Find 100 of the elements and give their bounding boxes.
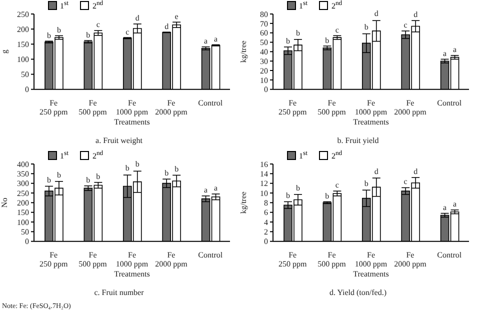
data-label: a [442, 48, 447, 58]
data-label: a [214, 184, 218, 193]
x-tick-label: Fe 2000 ppm [394, 98, 428, 116]
y-tick-label: 8 [264, 198, 268, 208]
y-tick-label: 30 [260, 56, 268, 66]
data-label: e [174, 12, 179, 21]
y-tick-label: 10 [260, 188, 268, 198]
data-label: c [96, 20, 100, 30]
data-label: b [296, 28, 300, 38]
x-tick-label: Fe 1000 ppm [354, 98, 388, 116]
data-label: c [335, 25, 340, 34]
y-tick-label: 400 [17, 160, 29, 169]
x-tick-label: Control [198, 98, 224, 108]
y-tick-label: 50 [21, 228, 29, 237]
y-tick-label: 0 [264, 85, 268, 94]
x-tick-label: Fe 500 ppm [78, 250, 108, 268]
y-tick-label: 100 [17, 55, 29, 64]
data-label: a [204, 36, 208, 46]
x-axis-title: Treatments [114, 269, 150, 278]
data-label: b [56, 170, 61, 180]
data-label: c [404, 177, 408, 186]
text: c. Fruit number [93, 288, 145, 297]
y-axis-title: No [0, 198, 9, 208]
legend-label: 2$^{nd}$ [331, 0, 342, 11]
y-tick-label: 20 [260, 66, 268, 76]
data-label: b [96, 172, 100, 181]
x-tick-label: Control [437, 98, 462, 108]
x-tick-label: Fe 2000 ppm [394, 250, 428, 268]
legend-label: 2$^{nd}$ [92, 150, 104, 161]
x-tick-label: Control [437, 250, 462, 260]
data-label: d [414, 10, 418, 19]
y-tick-label: 150 [17, 208, 29, 218]
x-tick-label: Fe 2000 ppm [155, 98, 188, 116]
y-tick-label: 50 [21, 70, 29, 80]
x-tick-label: Fe 500 ppm [318, 98, 347, 116]
y-tick-label: 0 [264, 237, 268, 246]
y-tick-label: 200 [17, 198, 29, 208]
y-tick-label: 150 [17, 40, 29, 49]
y-tick-label: 16 [260, 160, 268, 169]
text: a. Fruit weight [94, 136, 144, 145]
y-tick-label: 250 [17, 10, 29, 19]
x-tick-label: Fe 500 ppm [318, 250, 347, 268]
x-axis-title: Treatments [114, 117, 150, 126]
x-tick-label: Fe 250 ppm [39, 250, 68, 268]
y-tick-label: 4 [264, 218, 268, 227]
data-label: b [164, 168, 169, 178]
data-label: a [452, 200, 457, 209]
data-label: b [56, 25, 61, 34]
y-tick-label: 2 [264, 228, 268, 237]
legend-label: 2$^{nd}$ [331, 150, 342, 161]
data-label: c [126, 27, 130, 36]
data-label: b [364, 178, 368, 188]
legend-label: 1$^{st}$ [299, 150, 308, 161]
legend-label: 1$^{st}$ [60, 150, 68, 161]
data-label: a [452, 45, 457, 54]
data-label: b [135, 160, 140, 169]
text: d. Yield (ton/fed.) [328, 288, 388, 297]
data-label: b [174, 164, 179, 174]
y-axis-title: g [0, 50, 9, 54]
y-tick-label: 0 [25, 237, 29, 246]
x-axis-title: Treatments [353, 269, 389, 278]
y-tick-label: 60 [260, 28, 268, 38]
y-tick-label: 300 [17, 179, 29, 188]
legend-label: 2$^{nd}$ [92, 0, 104, 11]
y-tick-label: 40 [260, 48, 268, 57]
y-axis-title: kg/tree [238, 40, 248, 63]
x-tick-label: Fe 250 ppm [39, 98, 68, 116]
data-label: a [442, 203, 447, 212]
y-tick-label: 100 [17, 218, 29, 227]
y-tick-label: 200 [17, 24, 29, 34]
data-label: b [46, 176, 51, 185]
data-label: b [46, 30, 51, 40]
data-label: b [86, 176, 90, 185]
x-tick-label: Fe 250 ppm [278, 250, 308, 268]
data-label: b [325, 36, 330, 45]
x-tick-label: Fe 2000 ppm [155, 250, 188, 268]
x-tick-label: Fe 250 ppm [278, 98, 308, 116]
data-label: a [204, 186, 208, 195]
data-label: b [286, 36, 290, 46]
x-tick-label: Fe 500 ppm [78, 98, 108, 116]
data-label: b [286, 191, 290, 200]
data-label: b [364, 22, 368, 32]
text: b. Fruit yield [336, 136, 380, 145]
data-label: b [296, 184, 300, 193]
y-tick-label: 350 [17, 170, 29, 179]
legend-label: 1$^{st}$ [299, 0, 308, 11]
legend-label: 1$^{st}$ [60, 0, 68, 11]
y-tick-label: 12 [260, 179, 268, 188]
y-tick-label: 6 [264, 208, 268, 218]
y-tick-label: 70 [260, 19, 268, 28]
y-tick-label: 250 [17, 188, 29, 198]
data-label: d [374, 9, 378, 18]
data-label: c [335, 180, 340, 190]
y-tick-label: 14 [260, 170, 268, 179]
y-tick-label: 50 [260, 38, 268, 48]
y-axis-title: kg/tree [238, 191, 248, 214]
data-label: d [164, 22, 169, 32]
data-label: d [414, 166, 418, 176]
data-label: d [374, 166, 378, 176]
y-tick-label: 0 [25, 85, 29, 94]
